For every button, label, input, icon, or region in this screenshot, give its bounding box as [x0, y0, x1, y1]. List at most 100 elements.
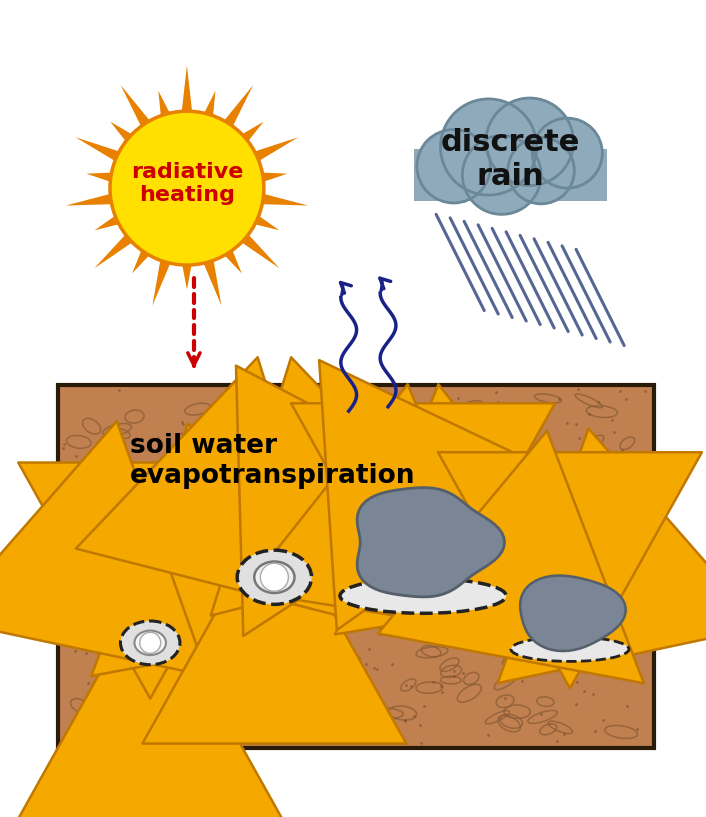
Point [483, 729, 494, 742]
Point [115, 673, 126, 686]
Point [493, 522, 505, 535]
Point [492, 535, 503, 548]
Point [479, 561, 490, 574]
Polygon shape [66, 192, 119, 206]
Polygon shape [132, 243, 155, 274]
Point [243, 502, 254, 515]
Text: radiative
heating: radiative heating [131, 162, 243, 205]
Point [165, 485, 176, 498]
Point [303, 401, 314, 414]
Point [536, 707, 547, 720]
Point [98, 494, 109, 507]
Point [614, 384, 626, 397]
Point [294, 452, 306, 465]
Point [248, 598, 259, 611]
Polygon shape [220, 85, 253, 132]
Point [347, 596, 359, 609]
Point [150, 549, 162, 562]
Point [633, 479, 645, 492]
Point [223, 692, 234, 705]
Point [492, 395, 503, 408]
Point [474, 599, 485, 612]
Point [83, 676, 94, 690]
Point [455, 582, 466, 595]
Point [175, 615, 186, 628]
Point [616, 619, 628, 632]
Point [179, 557, 190, 570]
Point [523, 584, 534, 597]
Point [327, 717, 338, 730]
Point [221, 520, 232, 534]
Point [297, 649, 308, 662]
Point [315, 694, 326, 707]
Point [289, 417, 300, 430]
Point [152, 431, 163, 444]
Circle shape [261, 563, 288, 592]
Point [421, 479, 433, 492]
Ellipse shape [340, 578, 506, 614]
Point [570, 698, 582, 711]
Point [278, 674, 289, 687]
Point [362, 677, 373, 690]
Point [524, 662, 535, 675]
Point [172, 534, 184, 547]
Point [592, 395, 604, 408]
Point [146, 711, 157, 724]
Point [453, 391, 464, 404]
Point [80, 646, 91, 659]
Point [368, 418, 379, 431]
Point [198, 714, 209, 727]
Point [339, 634, 350, 647]
Point [494, 397, 505, 410]
Point [153, 444, 164, 457]
Point [640, 639, 651, 652]
Point [498, 616, 509, 629]
Point [297, 438, 309, 451]
Point [205, 726, 216, 739]
Point [332, 583, 343, 596]
Point [616, 587, 627, 600]
Point [371, 399, 383, 412]
Point [580, 559, 592, 572]
Point [561, 417, 573, 430]
Point [446, 445, 457, 458]
Point [209, 578, 220, 591]
Point [405, 680, 417, 693]
Polygon shape [181, 65, 193, 118]
Point [432, 416, 443, 429]
Point [332, 607, 343, 620]
Point [205, 698, 216, 711]
Point [424, 397, 435, 410]
Point [112, 530, 123, 543]
Point [58, 441, 69, 454]
Point [428, 607, 439, 620]
Point [256, 712, 267, 725]
Point [422, 547, 433, 560]
Point [333, 407, 344, 420]
Text: soil water
evapotranspiration: soil water evapotranspiration [130, 433, 416, 489]
Point [275, 590, 286, 603]
Point [258, 542, 269, 556]
Point [201, 425, 213, 438]
Point [375, 627, 386, 641]
Point [166, 592, 177, 605]
Point [66, 533, 77, 546]
Polygon shape [95, 212, 126, 230]
Point [391, 442, 402, 455]
Point [513, 650, 525, 663]
Circle shape [110, 111, 264, 265]
Point [287, 711, 299, 724]
Point [152, 730, 164, 743]
Polygon shape [158, 91, 173, 123]
Point [525, 574, 537, 587]
Point [487, 401, 498, 414]
Point [361, 673, 372, 686]
Polygon shape [95, 230, 138, 268]
Point [570, 614, 581, 627]
Circle shape [441, 99, 537, 195]
Polygon shape [87, 172, 119, 184]
Point [415, 718, 426, 731]
Point [444, 522, 455, 535]
Point [181, 572, 192, 585]
Point [449, 664, 460, 677]
